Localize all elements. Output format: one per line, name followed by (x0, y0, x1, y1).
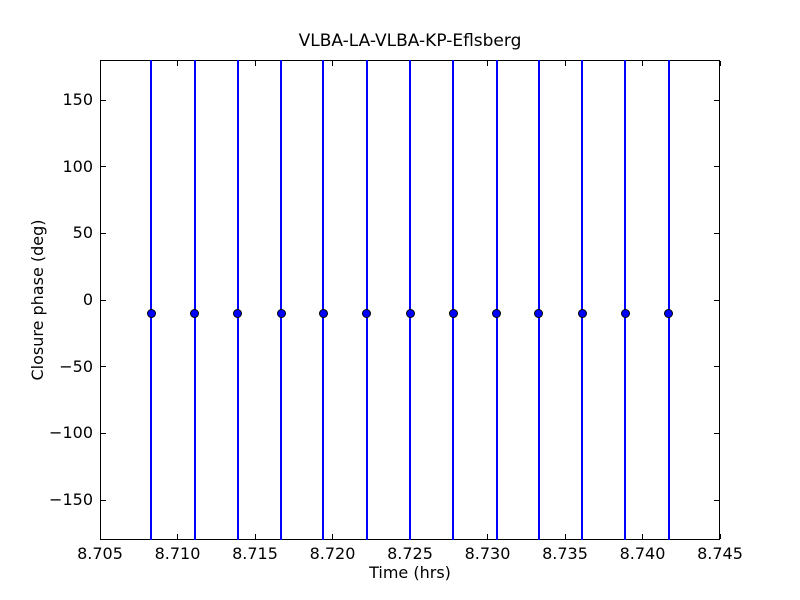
plot-title: VLBA-LA-VLBA-KP-Eflsberg (298, 31, 522, 51)
data-point-marker (233, 308, 243, 318)
data-point-marker (318, 308, 328, 318)
y-tick-label: 50 (72, 223, 93, 243)
x-tick-label: 8.705 (77, 544, 123, 563)
x-tick-mark (719, 534, 721, 539)
data-point-marker (190, 308, 200, 318)
data-point-marker (620, 308, 630, 318)
data-point-marker (448, 308, 458, 318)
x-tick-label: 8.710 (154, 544, 201, 563)
y-tick-mark (101, 499, 106, 501)
x-tick-mark-top (719, 61, 721, 66)
x-tick-mark-top (564, 61, 566, 66)
x-tick-mark-top (332, 61, 333, 66)
x-axis-label: Time (hrs) (369, 563, 451, 582)
x-tick-label: 8.740 (619, 544, 666, 563)
y-tick-label: 0 (82, 290, 93, 309)
y-tick-label: 100 (62, 156, 93, 176)
error-bar (452, 60, 455, 540)
data-point-marker (146, 308, 156, 318)
y-tick-mark-right (714, 166, 719, 168)
x-tick-mark-top (99, 61, 101, 66)
y-tick-label: −150 (49, 490, 93, 509)
data-point-marker (276, 308, 286, 318)
y-tick-mark-right (714, 232, 719, 234)
x-tick-mark-top (177, 61, 178, 66)
error-bar (624, 60, 627, 540)
y-tick-mark-right (714, 499, 719, 501)
y-tick-mark (101, 299, 106, 301)
y-tick-label: −50 (59, 356, 93, 376)
data-point-marker (534, 308, 544, 318)
x-tick-mark-top (642, 61, 643, 66)
x-tick-label: 8.745 (697, 544, 743, 563)
x-tick-label: 8.720 (309, 544, 356, 563)
x-tick-mark (99, 534, 101, 539)
x-tick-mark (487, 534, 488, 539)
y-tick-mark (101, 432, 106, 434)
x-tick-mark (642, 534, 643, 539)
data-point-marker (577, 308, 587, 318)
x-tick-mark-top (254, 61, 256, 66)
y-axis-label: Closure phase (deg) (28, 219, 47, 381)
error-bar (409, 60, 411, 540)
x-tick-mark (564, 534, 566, 539)
data-point-marker (405, 308, 415, 318)
x-tick-label: 8.715 (232, 544, 278, 563)
error-bar (322, 60, 325, 540)
x-tick-mark-top (487, 61, 488, 66)
x-tick-label: 8.725 (387, 544, 433, 563)
y-tick-mark-right (714, 432, 719, 434)
error-bar (581, 60, 584, 540)
y-tick-mark (101, 166, 106, 168)
data-point-marker (492, 308, 502, 318)
error-bar (495, 60, 498, 540)
data-point-marker (664, 308, 674, 318)
x-tick-label: 8.730 (464, 544, 511, 563)
x-tick-mark (254, 534, 256, 539)
y-tick-label: −100 (49, 423, 93, 443)
error-bar (365, 60, 368, 540)
y-tick-mark-right (714, 366, 719, 368)
y-tick-mark (101, 232, 106, 234)
y-tick-mark (101, 366, 106, 368)
error-bar (193, 60, 196, 540)
x-tick-mark (332, 534, 333, 539)
error-bar (280, 60, 283, 540)
error-bar (236, 60, 239, 540)
error-bar (150, 60, 153, 540)
y-tick-label: 150 (62, 90, 93, 109)
y-tick-mark (101, 99, 106, 101)
error-bar (537, 60, 540, 540)
x-tick-mark (177, 534, 178, 539)
x-tick-label: 8.735 (542, 544, 588, 563)
y-tick-mark-right (714, 99, 719, 101)
error-bar (667, 60, 670, 540)
y-tick-mark-right (714, 299, 719, 301)
data-point-marker (362, 308, 372, 318)
